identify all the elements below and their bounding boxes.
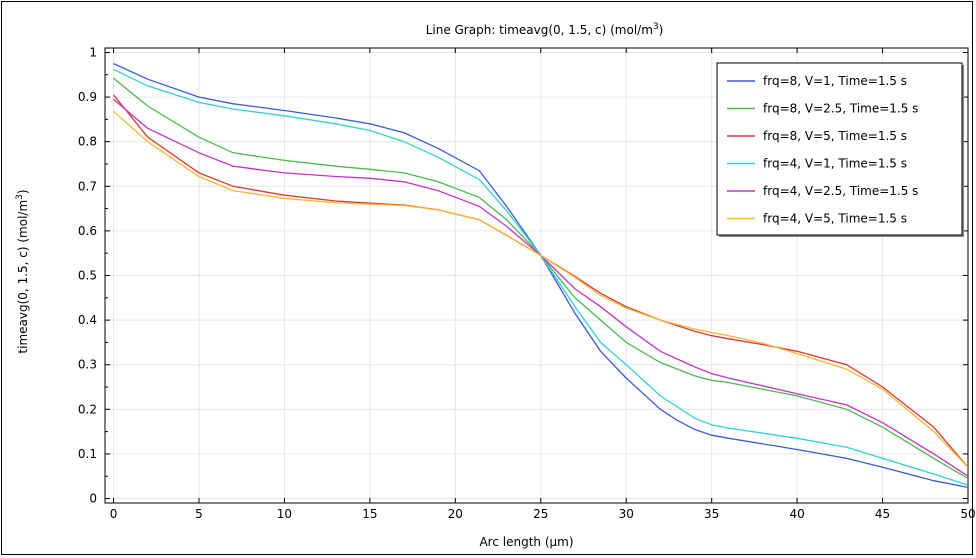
series-line-6 — [113, 110, 969, 468]
legend-entry-6: frq=4, V=5, Time=1.5 s — [763, 212, 907, 226]
series-line-5 — [113, 98, 969, 477]
x-tick-label: 45 — [875, 507, 890, 521]
y-tick-label: 0 — [89, 492, 97, 506]
y-tick-label: 1 — [89, 45, 97, 59]
x-tick-label: 15 — [362, 507, 377, 521]
legend-entry-3: frq=8, V=5, Time=1.5 s — [763, 129, 907, 143]
x-tick-label: 10 — [277, 507, 292, 521]
series-line-3 — [112, 94, 969, 468]
legend-entry-4: frq=4, V=1, Time=1.5 s — [763, 157, 907, 171]
y-tick-label: 0.1 — [78, 447, 97, 461]
x-tick-label: 0 — [110, 507, 118, 521]
x-tick-label: 20 — [448, 507, 463, 521]
y-tick-label: 0.7 — [78, 179, 97, 193]
y-tick-label: 0.4 — [78, 313, 97, 327]
y-tick-label: 0.6 — [78, 224, 97, 238]
y-tick-label: 0.3 — [78, 358, 97, 372]
legend-entry-1: frq=8, V=1, Time=1.5 s — [763, 74, 907, 88]
y-tick-label: 0.2 — [78, 402, 97, 416]
y-tick-label: 0.9 — [78, 90, 97, 104]
y-axis-label: timeavg(0, 1.5, c) (mol/m3) — [15, 189, 30, 353]
x-tick-label: 30 — [619, 507, 634, 521]
chart-title: Line Graph: timeavg(0, 1.5, c) (mol/m3) — [426, 22, 664, 37]
x-tick-label: 5 — [195, 507, 203, 521]
legend-box — [716, 62, 963, 236]
series-line-1 — [113, 63, 969, 489]
x-tick-label: 35 — [704, 507, 719, 521]
series-line-4 — [113, 68, 969, 486]
series-line-2 — [113, 77, 969, 480]
y-tick-label: 0.5 — [78, 269, 97, 283]
x-tick-label: 40 — [789, 507, 804, 521]
legend-entry-5: frq=4, V=2.5, Time=1.5 s — [763, 184, 918, 198]
x-tick-label: 50 — [960, 507, 975, 521]
legend-entry-2: frq=8, V=2.5, Time=1.5 s — [763, 102, 918, 116]
y-tick-label: 0.8 — [78, 135, 97, 149]
x-axis-label: Arc length (µm) — [479, 535, 573, 549]
x-tick-label: 25 — [533, 507, 548, 521]
